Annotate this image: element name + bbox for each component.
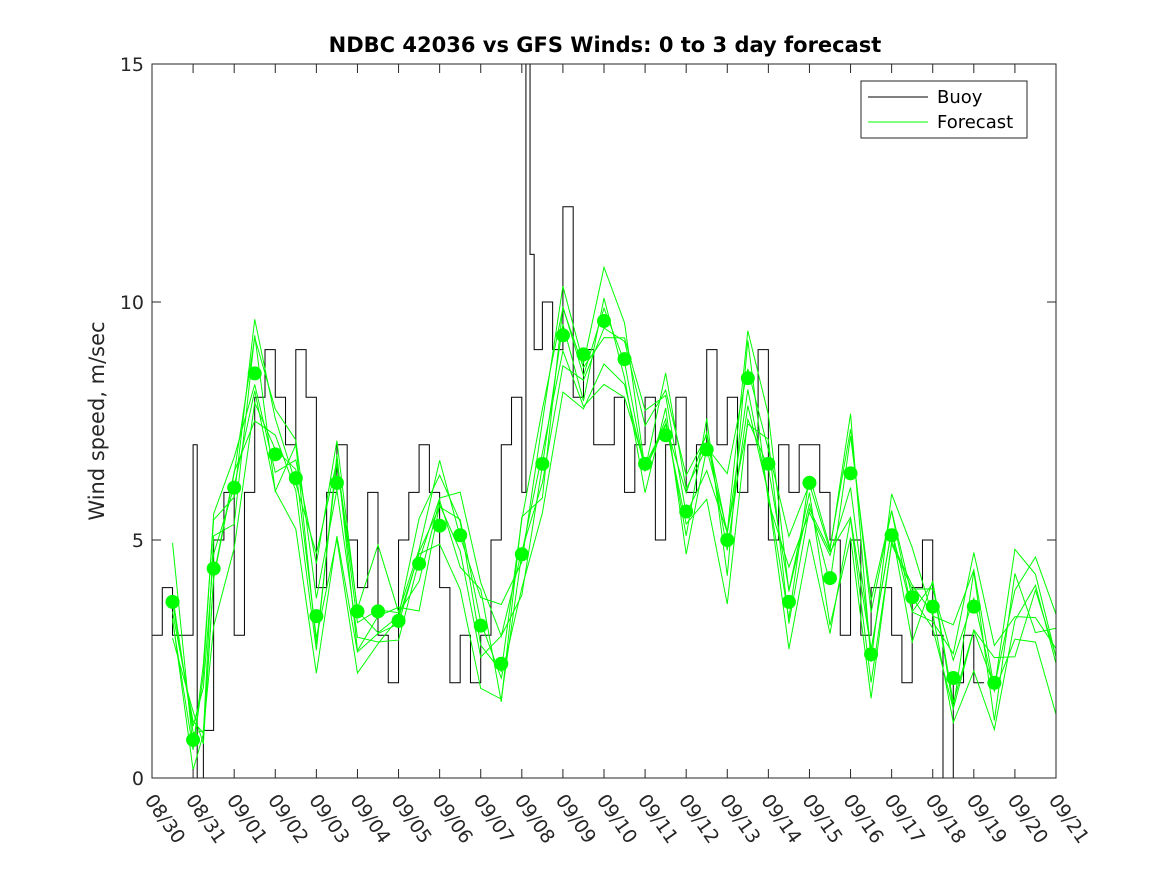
forecast-marker: [946, 671, 961, 686]
legend-box: [860, 80, 1028, 139]
forecast-line: [172, 327, 1057, 770]
forecast-marker: [494, 656, 509, 671]
forecast-line: [172, 348, 1057, 734]
forecast-marker: [966, 599, 981, 614]
forecast-marker: [247, 366, 262, 381]
y-tick-label: 15: [120, 54, 144, 76]
legend-forecast-label: Forecast: [937, 112, 1013, 133]
forecast-marker: [884, 528, 899, 543]
forecast-marker: [453, 528, 468, 543]
forecast-marker: [925, 599, 940, 614]
forecast-marker: [679, 504, 694, 519]
forecast-marker: [658, 428, 673, 443]
forecast-marker: [391, 613, 406, 628]
forecast-marker: [617, 352, 632, 367]
legend: Buoy Forecast: [860, 80, 1028, 139]
forecast-marker: [987, 675, 1002, 690]
forecast-marker: [823, 571, 837, 586]
forecast-marker: [720, 533, 735, 547]
forecast-series: [172, 265, 1057, 770]
forecast-marker: [699, 442, 714, 457]
buoy-series: [152, 63, 985, 779]
forecast-marker: [268, 447, 283, 462]
forecast-marker: [206, 561, 221, 576]
forecast-marker: [329, 475, 344, 490]
forecast-marker: [350, 604, 365, 619]
legend-buoy-label: Buoy: [937, 87, 983, 108]
forecast-marker: [412, 556, 427, 571]
y-axis-ticks: 0 5 10 15: [120, 54, 1056, 790]
chart-title: NDBC 42036 vs GFS Winds: 0 to 3 day fore…: [329, 33, 882, 57]
y-tick-label: 5: [132, 530, 144, 552]
y-tick-label: 0: [132, 768, 144, 790]
y-tick-label: 10: [120, 292, 144, 314]
forecast-marker: [802, 475, 817, 490]
forecast-marker: [514, 547, 529, 562]
buoy-line: [152, 63, 985, 779]
forecast-line: [172, 363, 1057, 727]
forecast-marker: [638, 456, 653, 471]
forecast-marker: [186, 732, 201, 747]
forecast-marker: [597, 314, 611, 329]
forecast-marker: [843, 466, 858, 481]
forecast-marker: [535, 456, 550, 471]
forecast-marker: [576, 347, 591, 362]
forecast-marker: [473, 618, 488, 633]
plot-area: [152, 64, 1056, 778]
forecast-marker: [165, 594, 180, 609]
forecast-marker: [227, 480, 242, 495]
forecast-marker: [555, 328, 570, 343]
forecast-marker: [309, 609, 324, 624]
forecast-markers: [165, 314, 1002, 747]
forecast-marker: [432, 518, 447, 533]
forecast-line: [172, 306, 1057, 735]
forecast-marker: [905, 590, 920, 605]
y-axis-label: Wind speed, m/sec: [85, 321, 109, 520]
forecast-marker: [371, 604, 385, 619]
forecast-line: [172, 297, 1057, 745]
forecast-marker: [761, 456, 776, 471]
forecast-marker: [864, 647, 879, 662]
forecast-marker: [740, 371, 755, 386]
forecast-marker: [781, 594, 796, 609]
forecast-line: [172, 265, 1057, 749]
forecast-marker: [288, 471, 303, 486]
